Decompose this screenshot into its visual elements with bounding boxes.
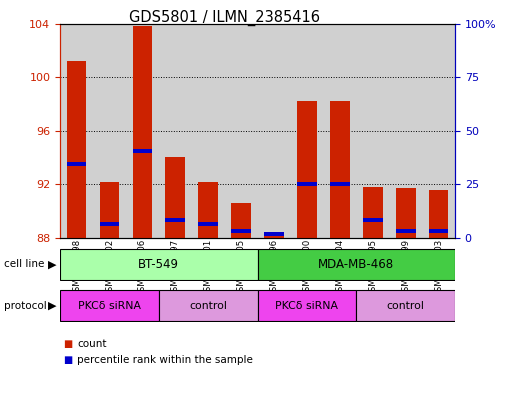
Bar	[330, 101, 350, 238]
Bar	[290, 24, 323, 238]
Bar	[356, 24, 389, 238]
Bar	[231, 203, 251, 238]
Bar	[126, 24, 159, 238]
Text: BT-549: BT-549	[139, 258, 179, 271]
Bar	[323, 24, 356, 238]
Bar	[132, 149, 152, 153]
Bar	[132, 26, 152, 238]
Bar	[264, 232, 284, 236]
Text: control: control	[386, 301, 425, 310]
Text: cell line: cell line	[4, 259, 44, 269]
Bar	[363, 219, 383, 222]
FancyBboxPatch shape	[60, 290, 159, 321]
Text: PKCδ siRNA: PKCδ siRNA	[78, 301, 141, 310]
Bar	[67, 61, 86, 238]
Bar	[100, 182, 119, 238]
Bar	[297, 101, 317, 238]
Text: ▶: ▶	[48, 301, 56, 310]
Bar	[330, 182, 350, 186]
FancyBboxPatch shape	[257, 290, 356, 321]
FancyBboxPatch shape	[356, 290, 455, 321]
Bar	[429, 189, 448, 238]
Bar	[165, 219, 185, 222]
FancyBboxPatch shape	[257, 249, 455, 280]
Bar	[93, 24, 126, 238]
Bar	[429, 229, 448, 233]
Bar	[159, 24, 192, 238]
Text: protocol: protocol	[4, 301, 47, 310]
FancyBboxPatch shape	[60, 249, 257, 280]
Bar	[257, 24, 290, 238]
Text: ■: ■	[63, 339, 72, 349]
Bar	[396, 229, 415, 233]
Bar	[100, 222, 119, 226]
Bar	[67, 162, 86, 166]
Bar	[192, 24, 225, 238]
Bar	[363, 187, 383, 238]
Text: ▶: ▶	[48, 259, 56, 269]
Text: PKCδ siRNA: PKCδ siRNA	[276, 301, 338, 310]
FancyBboxPatch shape	[159, 290, 257, 321]
Text: percentile rank within the sample: percentile rank within the sample	[77, 354, 253, 365]
Bar	[198, 222, 218, 226]
Bar	[297, 182, 317, 186]
Bar	[396, 188, 415, 238]
Bar	[264, 234, 284, 238]
Text: count: count	[77, 339, 107, 349]
Bar	[231, 229, 251, 233]
Text: MDA-MB-468: MDA-MB-468	[318, 258, 394, 271]
Bar	[389, 24, 422, 238]
Bar	[165, 158, 185, 238]
Bar	[198, 182, 218, 238]
Bar	[225, 24, 257, 238]
Text: control: control	[189, 301, 227, 310]
Bar	[422, 24, 455, 238]
Text: GDS5801 / ILMN_2385416: GDS5801 / ILMN_2385416	[129, 10, 321, 26]
Bar	[60, 24, 93, 238]
Text: ■: ■	[63, 354, 72, 365]
